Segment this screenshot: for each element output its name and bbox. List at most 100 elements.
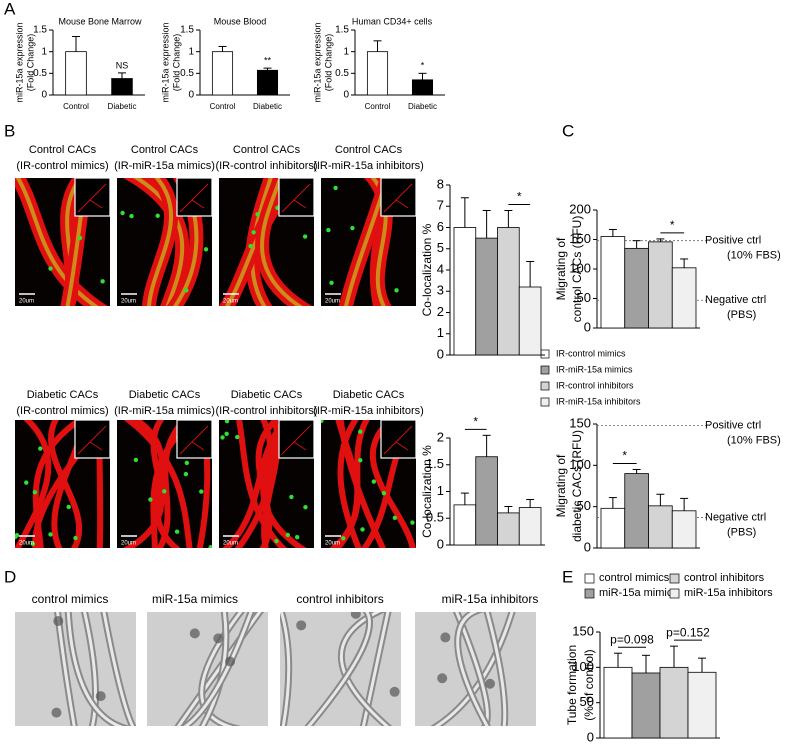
vessel — [156, 420, 189, 548]
bar — [600, 236, 626, 329]
tube-core — [485, 612, 507, 726]
cell — [220, 435, 225, 440]
chart-title: Mouse Blood — [214, 16, 267, 26]
image-title: Diabetic CACs — [333, 389, 405, 401]
cell — [129, 213, 134, 219]
cell-cluster — [53, 616, 64, 627]
inset-vessel — [281, 425, 311, 455]
significance: NS — [116, 60, 129, 70]
y-tick-label: 0.5 — [180, 68, 194, 79]
panel-label: C — [562, 121, 574, 140]
y-tick-label: 0 — [587, 729, 594, 744]
cell — [184, 288, 189, 293]
bar — [518, 507, 542, 546]
vessel — [15, 420, 52, 548]
image-title: (IR-miR-15a mimics) — [114, 405, 215, 417]
reference-label: (PBS) — [727, 309, 756, 321]
y-tick-label: 0 — [343, 90, 349, 101]
y-tick-label: 200 — [569, 201, 591, 216]
micrograph — [321, 419, 417, 548]
y-tick-label: 100 — [569, 260, 591, 275]
cell-cluster — [225, 656, 236, 667]
y-tick-label: 1 — [437, 483, 444, 498]
y-axis-label: Migrating of — [554, 454, 568, 517]
cell — [333, 185, 338, 191]
inset-vessel — [179, 425, 209, 455]
bar — [624, 247, 649, 329]
significance: ** — [264, 56, 272, 66]
x-tick-label: Control — [365, 102, 391, 111]
bar — [518, 286, 542, 356]
legend-label: control inhibitors — [684, 572, 765, 584]
y-axis-label: (Fold Change) — [25, 34, 35, 92]
image-title: Control CACs — [131, 144, 199, 156]
cell — [410, 520, 415, 525]
bar — [411, 79, 434, 96]
y-tick-label: 0 — [437, 346, 444, 361]
cell — [392, 515, 398, 520]
x-tick-label: Diabetic — [108, 102, 137, 111]
bar — [453, 504, 477, 546]
y-tick-label: 0 — [584, 539, 591, 554]
y-axis-label: miR-15a expression — [160, 22, 170, 102]
image-title: Diabetic CACs — [129, 389, 201, 401]
y-axis-label: Migrating of — [554, 237, 568, 300]
legend-label: IR-miR-15a inhibitors — [556, 396, 641, 406]
y-axis-label: (Fold Change) — [323, 34, 333, 92]
legend-label: IR-control mimics — [556, 348, 626, 358]
scale-label: 20um — [223, 299, 238, 305]
cell-cluster — [485, 678, 496, 689]
vessel-overlap — [15, 178, 99, 306]
cell — [289, 494, 294, 500]
image-title: (IR-control inhibitors) — [215, 405, 317, 417]
inset-vessel — [383, 425, 413, 455]
inset-vessel — [77, 183, 107, 213]
cell-cluster — [51, 707, 62, 718]
vessel — [236, 420, 288, 548]
y-axis-label: Co-localization % — [420, 445, 434, 538]
tube-core — [456, 612, 489, 726]
y-tick-label: 1.5 — [180, 25, 194, 36]
vessels — [15, 420, 110, 548]
cell-cluster — [437, 673, 448, 684]
image-title: control mimics — [32, 592, 109, 606]
significance: p=0.152 — [666, 625, 710, 639]
bar — [497, 227, 520, 356]
y-tick-label: 6 — [437, 219, 444, 234]
reference-label: Negative ctrl — [705, 511, 766, 523]
y-tick-label: 8 — [437, 176, 444, 191]
cell — [77, 235, 83, 241]
cell — [302, 234, 308, 239]
cell — [174, 529, 180, 534]
tube-core — [280, 612, 291, 726]
bar — [648, 241, 673, 329]
tubes — [51, 612, 136, 726]
bar — [687, 671, 717, 739]
image-title: (IR-miR-15a inhibitors) — [313, 160, 424, 172]
tube-core — [361, 612, 390, 726]
cell — [371, 479, 377, 484]
scale-label: 20um — [325, 299, 340, 305]
y-axis-label: (Fold Change) — [171, 34, 181, 92]
significance: * — [473, 414, 478, 428]
bar — [453, 227, 477, 356]
cell-cluster — [213, 633, 224, 644]
cell — [208, 545, 212, 548]
image-title: control inhibitors — [296, 592, 383, 606]
inset-vessel — [281, 183, 311, 213]
legend-label: IR-control inhibitors — [556, 380, 634, 390]
y-tick-label: 0 — [41, 90, 47, 101]
y-axis-label: miR-15a expression — [312, 22, 322, 102]
y-tick-label: 50 — [577, 498, 591, 513]
significance: * — [622, 449, 627, 463]
scale-label: 20um — [325, 541, 340, 547]
image-title: miR-15a mimics — [152, 592, 238, 606]
tube-core — [183, 612, 253, 726]
legend-swatch — [584, 573, 595, 584]
tube-core — [66, 612, 124, 726]
significance: * — [670, 218, 675, 232]
cell — [155, 213, 160, 218]
tube-core — [83, 612, 97, 726]
panel-label: D — [4, 567, 16, 586]
cell — [321, 420, 324, 423]
